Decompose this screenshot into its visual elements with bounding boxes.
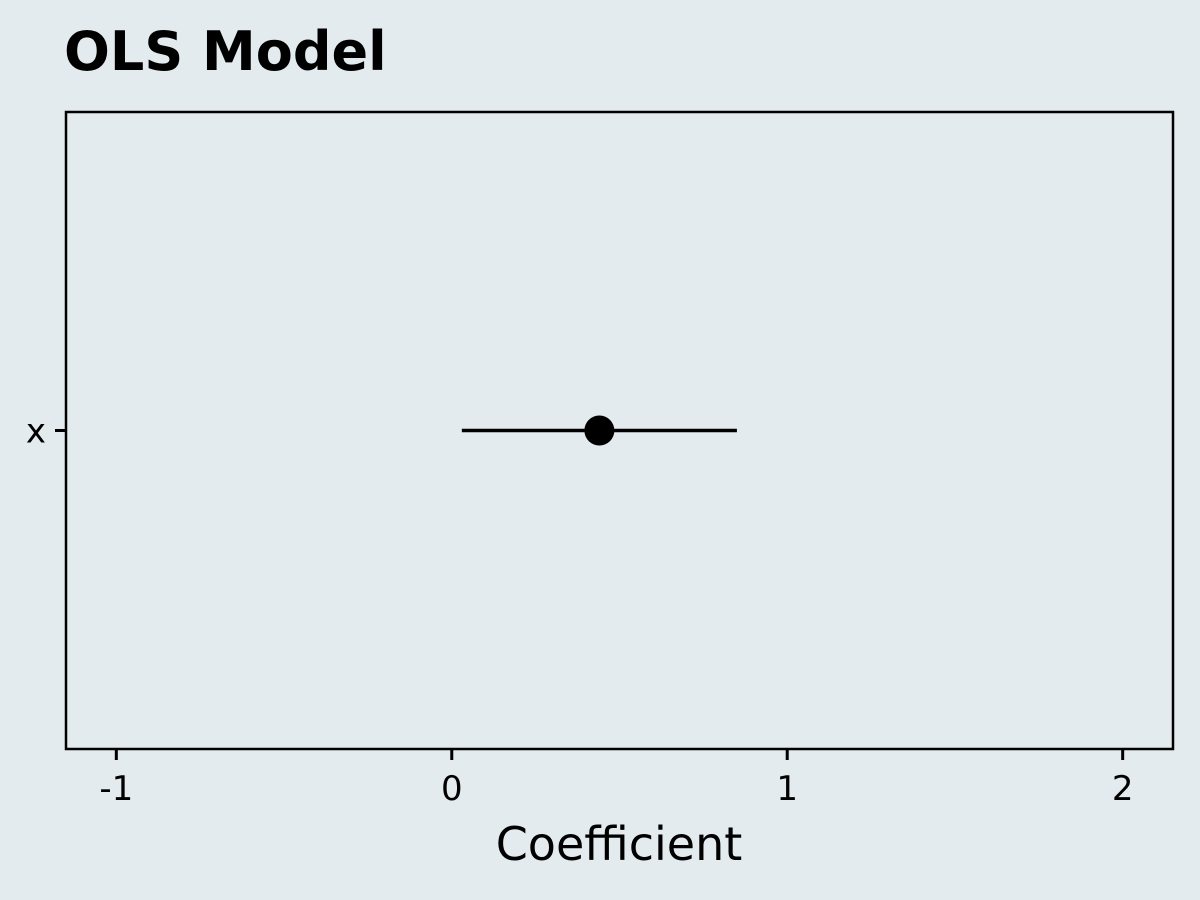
x-axis: -1 0 1 2	[99, 749, 1134, 809]
coefficient-point	[584, 415, 615, 446]
chart-title: OLS Model	[64, 20, 387, 83]
y-tick-label: x	[26, 412, 46, 452]
coefficient-marks	[461, 415, 737, 446]
x-axis-label: Coefficient	[496, 817, 743, 871]
x-tick-label: 2	[1112, 769, 1134, 809]
y-axis: x	[26, 412, 66, 452]
x-tick-label: -1	[99, 769, 133, 809]
x-tick-label: 0	[441, 769, 463, 809]
x-tick-label: 1	[776, 769, 798, 809]
